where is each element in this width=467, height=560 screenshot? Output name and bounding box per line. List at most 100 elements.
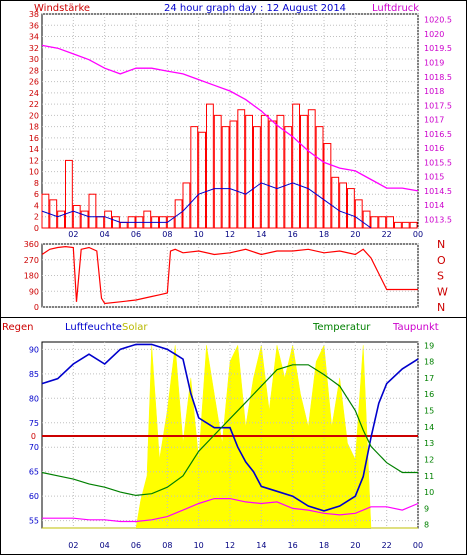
y-left-tick-label: 8	[34, 179, 39, 188]
wind-bar	[237, 109, 246, 229]
wind-bar	[182, 182, 191, 229]
y-right-tick-label: 1014	[424, 201, 444, 210]
y-right-tick-label: 18	[424, 358, 434, 367]
wind-bar	[347, 188, 355, 229]
y-left-tick-label: 70	[29, 443, 39, 452]
wind-bar	[65, 159, 73, 229]
y-left-tick-label: 180	[24, 272, 39, 281]
y-right-tick-label: 1018	[424, 87, 444, 96]
wind-axis-label: Windstärke	[34, 3, 90, 14]
x-tick-label: 14	[256, 541, 266, 550]
x-tick-label: 22	[382, 541, 392, 550]
y-left-tick-label: 360	[24, 240, 39, 249]
y-left-tick-label: 75	[29, 419, 39, 428]
wind-bar	[80, 210, 89, 229]
y-left-tick-label: 270	[24, 256, 39, 265]
x-tick-label: 20	[350, 230, 360, 239]
y-left-tick-label: 22	[29, 100, 39, 109]
wind-bar	[315, 126, 324, 229]
compass-label: N	[437, 238, 445, 251]
y-left-tick-label: 34	[29, 33, 39, 42]
wind-bar	[386, 216, 394, 229]
y-left-tick-label: 65	[29, 468, 39, 477]
wind-bar	[409, 221, 418, 229]
y-left-tick-label: 4	[34, 201, 39, 210]
y-left-tick-label: 38	[29, 10, 39, 19]
y-right-tick-label: 9	[424, 504, 429, 513]
y-left-tick-label: 32	[29, 44, 39, 53]
x-tick-label: 14	[256, 230, 266, 239]
x-tick-label: 16	[288, 230, 298, 239]
y-left-tick-label: 18	[29, 123, 39, 132]
y-right-tick-label: 13	[424, 439, 434, 448]
temperature-label: Temperatur	[312, 322, 371, 333]
y-right-tick-label: 14	[424, 423, 434, 432]
y-right-tick-label: 1015.5	[424, 158, 452, 167]
x-tick-label: 02	[68, 541, 78, 550]
wind-bar	[229, 120, 238, 229]
compass-label: N	[437, 301, 445, 314]
y-left-tick-label: 60	[29, 492, 39, 501]
wind-bar	[221, 126, 230, 229]
y-right-tick-label: 1016.5	[424, 130, 452, 139]
wind-bar	[370, 216, 379, 229]
wind-bar	[362, 210, 371, 229]
wind-pressure-panel: 02 04 06 08 10 12 14 16 18 20 22 000246810121416182…	[29, 10, 452, 239]
wind-direction-line	[41, 245, 418, 305]
wind-bar	[57, 210, 66, 229]
y-right-tick-label: 1013.5	[424, 215, 452, 224]
x-tick-label: 00	[413, 541, 423, 550]
wind-direction-panel: 0 N 90 W 180 S 270 O 360 N	[24, 238, 448, 314]
compass-label: W	[437, 285, 448, 298]
y-left-tick-label: 6	[34, 190, 39, 199]
wind-bar	[354, 199, 363, 229]
y-left-tick-label: 26	[29, 78, 39, 87]
wind-bar	[394, 221, 402, 229]
wind-bar	[143, 210, 152, 229]
wind-bar	[213, 114, 222, 229]
x-tick-label: 20	[350, 541, 360, 550]
y-right-tick-label: 1014.5	[424, 187, 452, 196]
dewpoint-line	[42, 498, 419, 523]
solar-label: Solar	[122, 322, 148, 333]
wind-bar	[300, 114, 308, 229]
wind-bar	[331, 176, 340, 229]
x-tick-label: 18	[319, 230, 329, 239]
y-left-tick-label: 10	[29, 168, 39, 177]
humidity-temperature-panel: 02 04 06 08 10 12 14 16 18 20 22 005560657075808590…	[29, 341, 434, 550]
wind-bar	[260, 114, 269, 229]
x-tick-label: 16	[288, 541, 298, 550]
y-left-tick-label: 85	[29, 370, 39, 379]
wind-bar	[276, 114, 285, 229]
x-tick-label: 18	[319, 541, 329, 550]
y-left-tick-label: 90	[29, 287, 39, 296]
y-right-tick-label: 17	[424, 374, 434, 383]
wind-average-line	[41, 182, 372, 229]
x-tick-label: 02	[68, 230, 78, 239]
x-tick-label: 08	[162, 230, 172, 239]
pressure-line	[41, 44, 419, 192]
wind-bar	[307, 109, 316, 229]
y-right-tick-label: 1018.5	[424, 73, 452, 82]
y-left-tick-label: 28	[29, 66, 39, 75]
x-tick-label: 00	[413, 230, 423, 239]
wind-bar	[174, 199, 183, 229]
y-left-tick-label: 0	[34, 303, 39, 312]
y-left-tick-label: 24	[29, 89, 39, 98]
y-right-tick-label: 12	[424, 455, 434, 464]
y-left-tick-label: 30	[29, 55, 39, 64]
compass-label: O	[437, 254, 446, 267]
wind-bar	[190, 126, 199, 229]
y-right-tick-label: 1016	[424, 144, 444, 153]
x-tick-label: 12	[225, 230, 235, 239]
x-tick-label: 06	[131, 541, 141, 550]
y-right-tick-label: 1017.5	[424, 101, 452, 110]
wind-bar	[72, 204, 81, 229]
chart-title: 24 hour graph day : 12 August 2014	[164, 3, 346, 14]
y-right-tick-label: 15	[424, 407, 434, 416]
y-left-tick-label: 16	[29, 134, 39, 143]
compass-label: S	[437, 270, 444, 283]
wind-bar	[401, 221, 410, 229]
y-left-tick-label: 80	[29, 394, 39, 403]
y-right-tick-label: 11	[424, 472, 434, 481]
